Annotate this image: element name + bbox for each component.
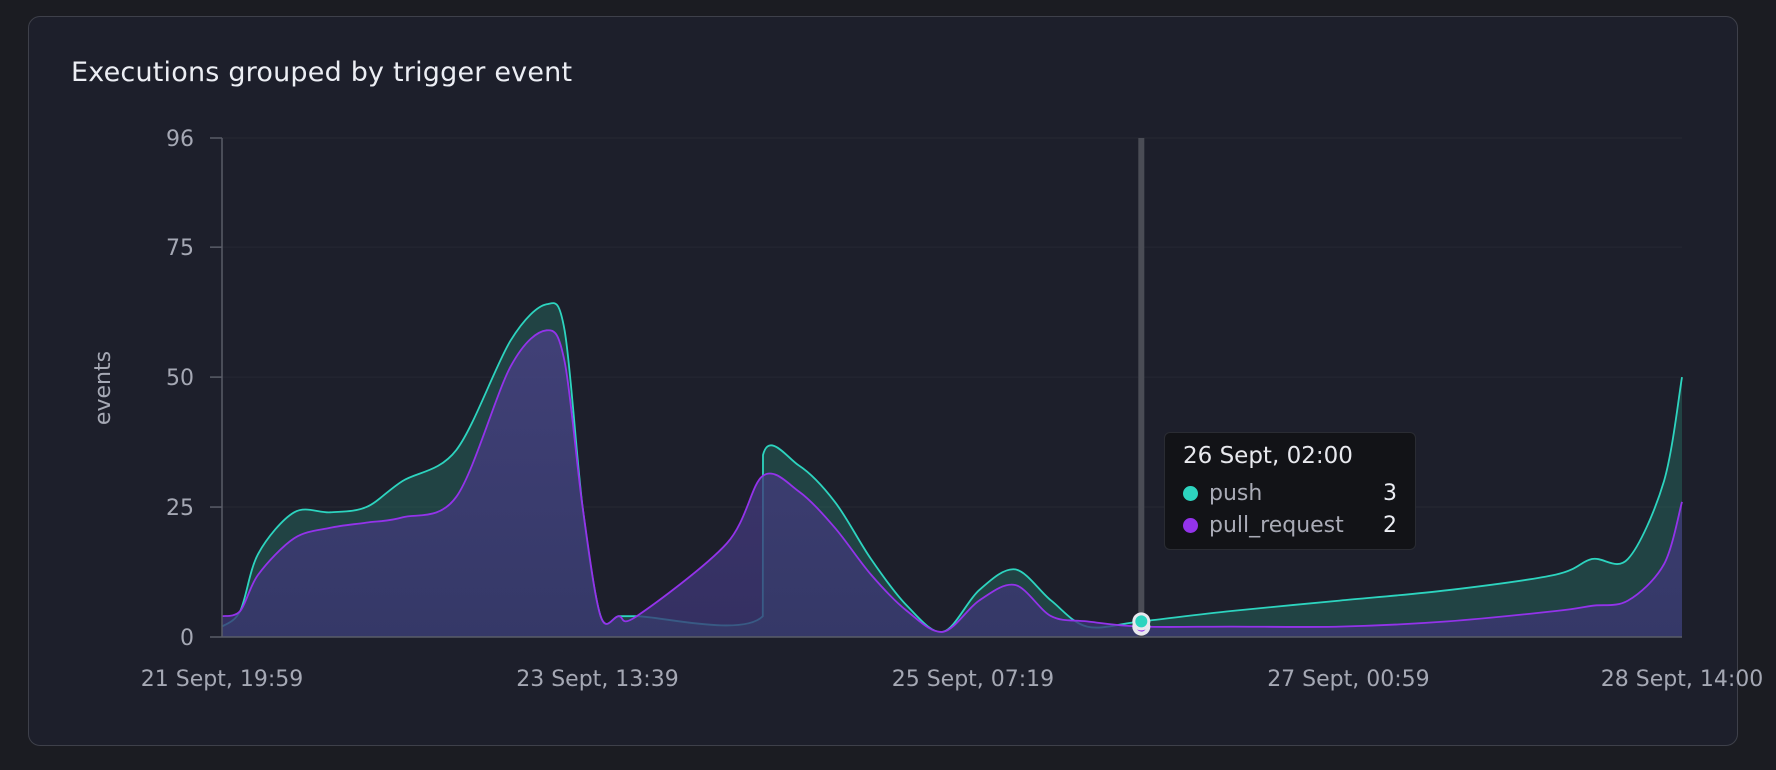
grid-lines (210, 137, 1682, 638)
y-tick-label: 50 (166, 366, 194, 391)
push-color-dot (1183, 485, 1198, 501)
hover-marker[interactable] (1132, 138, 1151, 637)
tooltip-series-name: pull_request (1209, 512, 1344, 538)
chart-title: Executions grouped by trigger event (71, 57, 573, 88)
tick-labels: 0 25 50 75 96 21 Sept, 19:59 23 Sept, 13:39 25 … (141, 127, 1763, 692)
tooltip-series-value: 3 (1383, 480, 1397, 506)
y-tick-label: 96 (166, 127, 194, 152)
tooltip-title: 26 Sept, 02:00 (1183, 443, 1353, 469)
tooltip-row-push: push 3 (1183, 477, 1397, 509)
tooltip-series-value: 2 (1383, 512, 1397, 538)
hover-point-push-inner (1135, 615, 1148, 628)
y-tick-label: 0 (180, 626, 194, 651)
series-line-pull-request (221, 329, 1683, 633)
x-tick-label: 25 Sept, 07:19 (892, 667, 1054, 692)
tooltip-row-pull-request: pull_request 2 (1183, 509, 1397, 541)
x-tick-label: 23 Sept, 13:39 (516, 667, 678, 692)
series-areas (221, 302, 1683, 637)
pull-request-color-dot (1183, 517, 1198, 533)
tooltip-series-name: push (1209, 480, 1263, 506)
series-area-pull-request (222, 330, 1682, 637)
y-tick-label: 25 (166, 496, 194, 521)
x-tick-label: 27 Sept, 00:59 (1267, 667, 1429, 692)
x-tick-label: 21 Sept, 19:59 (141, 667, 303, 692)
series-line-push (221, 302, 1683, 633)
axes (221, 138, 1682, 638)
hover-cursor-line (1138, 138, 1145, 637)
x-tick-label: 28 Sept, 14:00 (1601, 667, 1763, 692)
chart-tooltip: 26 Sept, 02:00 push 3 pull_request 2 (1164, 432, 1416, 550)
y-axis-title: events (91, 351, 116, 425)
y-tick-label: 75 (166, 236, 194, 261)
